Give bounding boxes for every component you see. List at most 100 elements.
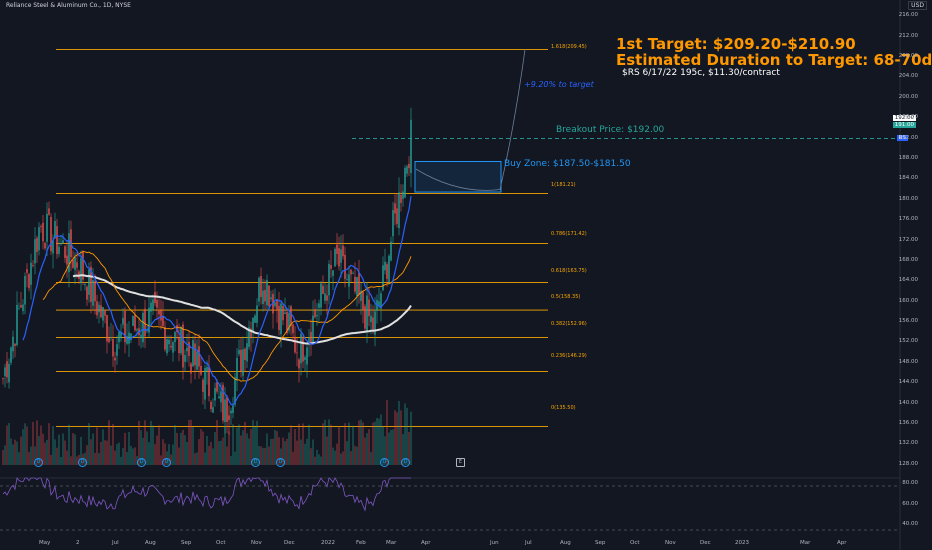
buy-zone-label: Buy Zone: $187.50-$181.50 <box>504 159 631 169</box>
volume-bar <box>38 435 40 465</box>
dividend-marker[interactable]: D <box>380 458 389 467</box>
volume-bar <box>54 439 56 465</box>
price-tick: 204.00 <box>898 73 918 80</box>
volume-bar <box>152 425 154 465</box>
time-tick: May <box>39 540 51 546</box>
candle-body <box>208 366 210 397</box>
dividend-marker[interactable]: D <box>251 458 260 467</box>
volume-bar <box>146 431 148 465</box>
volume-bar <box>296 440 298 465</box>
volume-bar <box>332 447 334 465</box>
volume-bar <box>72 433 74 465</box>
candle-body <box>72 260 74 268</box>
candle-body <box>74 256 76 270</box>
dividend-marker[interactable]: D <box>162 458 171 467</box>
dividend-marker[interactable]: D <box>78 458 87 467</box>
candle-body <box>120 331 122 339</box>
price-tick: 144.00 <box>898 379 918 386</box>
volume-bar <box>228 431 230 465</box>
candle-body <box>126 336 128 344</box>
candle-body <box>192 340 194 367</box>
candle-body <box>356 276 358 297</box>
dividend-marker[interactable]: D <box>401 458 410 467</box>
volume-bar <box>30 446 32 465</box>
volume-bar <box>36 420 38 465</box>
volume-bar <box>408 431 410 465</box>
volume-bar <box>100 441 102 465</box>
projection-path <box>415 49 526 191</box>
volume-bar <box>148 442 150 465</box>
candle-body <box>90 266 92 302</box>
volume-bar <box>212 448 214 465</box>
candle-body <box>54 220 56 239</box>
volume-bar <box>116 443 118 465</box>
volume-bar <box>168 444 170 465</box>
candle-body <box>68 233 70 273</box>
volume-bar <box>304 443 306 465</box>
volume-bar <box>108 420 110 465</box>
dividend-marker[interactable]: D <box>137 458 146 467</box>
volume-bar <box>4 445 6 465</box>
dividend-marker[interactable]: D <box>276 458 285 467</box>
candle-body <box>174 332 176 342</box>
volume-bar <box>22 429 24 465</box>
candle-body <box>18 308 20 310</box>
earnings-marker[interactable]: E <box>456 458 465 467</box>
candle-body <box>340 249 342 263</box>
volume-bar <box>324 419 326 465</box>
candle-body <box>238 349 240 355</box>
candle-body <box>220 391 222 403</box>
volume-bar <box>278 437 280 465</box>
candle-body <box>252 317 254 331</box>
volume-bar <box>398 400 400 465</box>
candle-body <box>386 264 388 279</box>
candle-body <box>116 344 118 356</box>
volume-bar <box>310 448 312 465</box>
chart-title: Reliance Steel & Aluminum Co., 1D, NYSE <box>6 2 131 9</box>
price-tick: 148.00 <box>898 358 918 365</box>
candle-body <box>402 191 404 199</box>
volume-bar <box>98 453 100 465</box>
volume-bar <box>6 425 8 465</box>
volume-bar <box>238 424 240 465</box>
candle-body <box>366 295 368 333</box>
candle-body <box>374 311 376 335</box>
candle-body <box>316 314 318 317</box>
candle-body <box>362 291 364 311</box>
volume-bar <box>120 456 122 465</box>
candle-body <box>354 276 356 292</box>
candle-body <box>56 226 58 255</box>
candle-body <box>210 401 212 410</box>
volume-bar <box>250 429 252 465</box>
time-tick: Apr <box>837 540 847 546</box>
candle-body <box>262 290 264 305</box>
volume-bar <box>40 425 42 465</box>
candle-body <box>172 342 174 353</box>
volume-bar <box>208 445 210 465</box>
currency-label[interactable]: USD <box>908 1 927 10</box>
volume-bar <box>190 419 192 465</box>
candle-body <box>248 327 250 347</box>
volume-bar <box>60 456 62 465</box>
time-tick: Feb <box>356 540 366 546</box>
volume-bar <box>322 423 324 465</box>
candle-body <box>406 166 408 174</box>
dividend-marker[interactable]: D <box>34 458 43 467</box>
candle-body <box>268 285 270 307</box>
price-tick: 172.00 <box>898 236 918 243</box>
ma-200-line <box>72 274 412 345</box>
volume-bar <box>326 436 328 465</box>
candle-body <box>328 263 330 296</box>
volume-bar <box>338 426 340 465</box>
volume-bar <box>92 433 94 465</box>
ma-50-line <box>42 251 412 382</box>
volume-bar <box>64 440 66 465</box>
candle-body <box>80 258 82 283</box>
candle-body <box>398 192 400 229</box>
candle-body <box>22 304 24 311</box>
volume-bar <box>344 423 346 465</box>
time-tick: 2023 <box>735 540 749 546</box>
candle-body <box>306 347 308 365</box>
